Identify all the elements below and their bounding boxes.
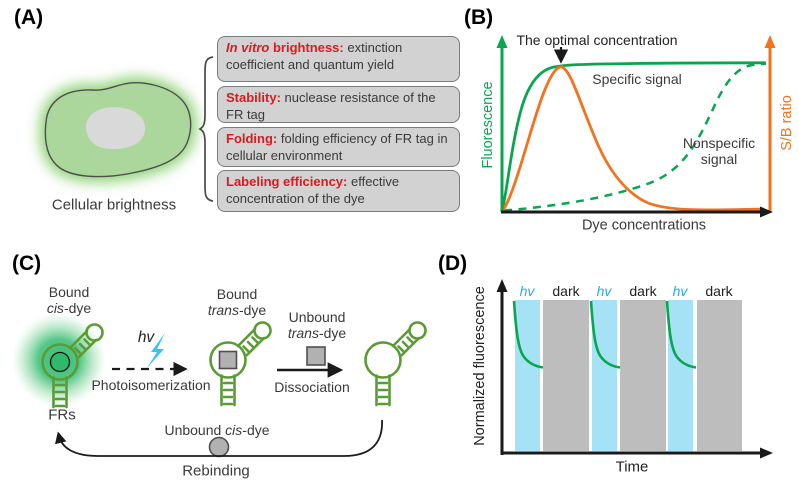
fluorescence-decay-curve (665, 300, 697, 369)
normalized-fluorescence-axis-label: Normalized fluorescence (472, 286, 488, 446)
trans-italic: trans (287, 324, 319, 341)
box-body: extinction coefficient and quantum yield (226, 40, 403, 72)
dye-suffix: -dye (318, 324, 347, 341)
factor-box-stability: Stability: nuclease resistance of the FR… (217, 86, 460, 123)
fluorescence-axis-label: Fluorescence (480, 81, 496, 169)
dye-suffix: -dye (63, 299, 92, 316)
hv-band-label: hv (596, 282, 612, 299)
dye-concentrations-axis-label: Dye concentrations (581, 217, 707, 234)
box-lead: Folding: (226, 131, 278, 146)
dark-band-label: dark (705, 282, 733, 299)
hv-band-label: hv (672, 282, 688, 299)
panel-a-label: (A) (14, 6, 44, 29)
panel-b-label: (B) (464, 6, 494, 29)
photoisomerization-label: Photoisomerization (91, 376, 211, 393)
brace (198, 56, 214, 202)
dark-band (697, 300, 742, 451)
normalized-fluorescence-axis (496, 279, 508, 455)
box-body: effective concentration of the dye (226, 174, 400, 206)
fluorescence-decay-curve (512, 300, 544, 369)
rebinding-label: Rebinding (182, 462, 250, 480)
bound-cis-dye-label-line2: cis-dye (47, 300, 91, 316)
bound-cis-dye-circle (49, 351, 71, 373)
panel-c-label: (C) (12, 252, 42, 275)
sb-ratio-curve (500, 65, 765, 213)
rebinding-arrow (55, 419, 383, 457)
dye-suffix: -dye (242, 421, 270, 438)
bound-trans-dye-label-line2: trans-dye (208, 302, 266, 318)
factor-box-in-vitro-brightness: In vitro brightness: extinction coeffici… (217, 36, 460, 82)
optimal-concentration-annotation: The optimal concentration (516, 31, 678, 48)
hv-band (668, 300, 693, 451)
frs-label: FRs (48, 406, 76, 424)
lightning-bolt-icon (147, 333, 165, 368)
cis-italic: cis (46, 299, 64, 316)
bound-trans-dye-square (218, 350, 238, 370)
box-body: folding efficiency of FR tag in cellular… (226, 131, 448, 163)
dark-band (543, 300, 589, 451)
nonspecific-signal-label: Nonspecific signal (682, 134, 756, 167)
box-lead: Stability: (226, 90, 281, 105)
dark-band-label: dark (629, 282, 657, 299)
hv-band (592, 300, 617, 451)
cis-italic: cis (225, 421, 243, 438)
photoswitching-cycle (12, 313, 427, 458)
unbound-cis-dye-circle (208, 436, 230, 458)
bound-trans-dye-label-line1: Bound (216, 285, 258, 302)
unbound-trans-dye-label-line1: Unbound (288, 308, 346, 325)
fluorescence-decay-curve (589, 300, 621, 369)
panel-d-label: (D) (438, 252, 468, 275)
fluorescence-axis (496, 35, 508, 212)
box-lead: brightness: (269, 40, 344, 55)
cell-caption: Cellular brightness (51, 196, 177, 214)
cell-nucleus (85, 107, 146, 150)
sb-ratio-axis (764, 35, 776, 212)
unbound-cis-dye-label: Unbound cis-dye (164, 422, 269, 438)
factor-box-folding: Folding: folding efficiency of FR tag in… (217, 127, 460, 167)
sb-ratio-axis-label: S/B ratio (779, 95, 795, 151)
hv-band-label: hv (519, 282, 535, 299)
dissociation-label: Dissociation (274, 378, 350, 395)
time-axis-label: Time (615, 458, 649, 476)
dye-concentration-axis (501, 206, 773, 218)
dark-band-label: dark (552, 282, 580, 299)
titration-chart (496, 35, 776, 218)
photobleaching-chart (496, 279, 773, 459)
cell-illustration (38, 76, 198, 184)
factor-box-labeling-efficiency: Labeling efficiency: effective concentra… (217, 170, 460, 212)
bound-cis-dye-label-line1: Bound (48, 283, 90, 300)
specific-signal-curve (500, 61, 767, 212)
unbound-trans-dye-label-line2: trans-dye (288, 325, 346, 341)
dye-suffix: -dye (238, 301, 267, 318)
unbound-trans-dye-square (306, 346, 326, 366)
hv-band (515, 300, 540, 451)
time-axis (501, 447, 773, 459)
trans-italic: trans (207, 301, 239, 318)
dark-band (620, 300, 666, 451)
box-lead-italic: In vitro (226, 40, 270, 55)
box-body: nuclease resistance of the FR tag (226, 90, 436, 122)
specific-signal-label: Specific signal (592, 70, 682, 87)
fr-aptamer-empty (364, 321, 427, 407)
unbound-prefix: Unbound (164, 421, 226, 438)
hv-label: hv (137, 329, 155, 347)
box-lead: Labeling efficiency: (226, 174, 348, 189)
nonspecific-signal-curve (503, 62, 767, 212)
